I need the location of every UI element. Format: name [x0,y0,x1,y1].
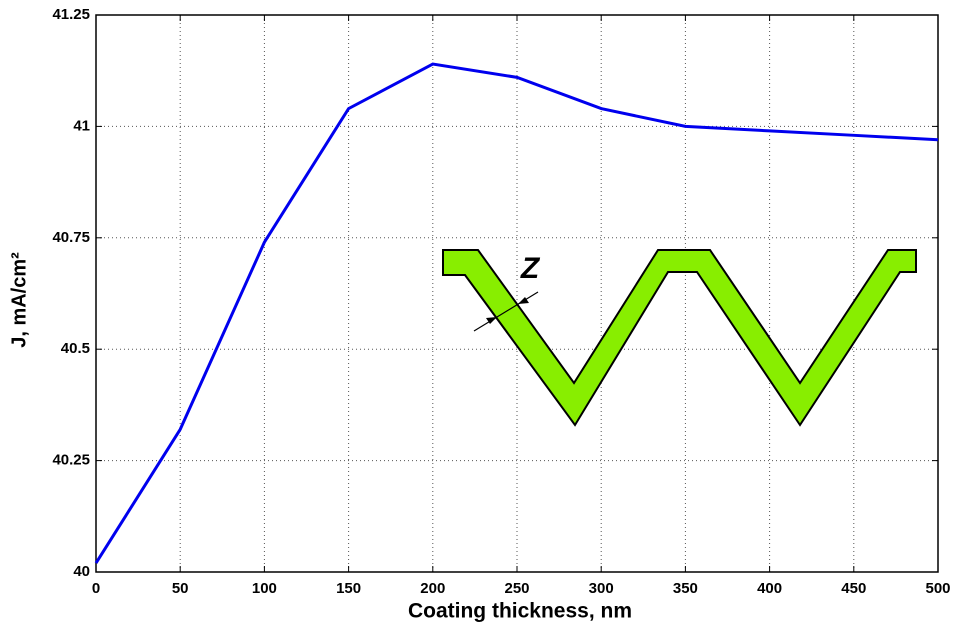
y-tick-label: 41 [73,117,90,134]
plot-frame [95,14,939,573]
y-tick-label: 40.75 [52,229,90,246]
x-tick-label: 450 [841,580,866,597]
x-tick-label: 150 [336,580,361,597]
annotation: Z [520,252,541,285]
coating-diagram [442,249,917,427]
y-axis-label: J, mA/cm² [8,252,30,348]
y-tick-label: 40.5 [61,340,90,357]
x-tick-label: 500 [925,580,950,597]
x-tick-label: 0 [92,580,100,597]
x-tick-label: 200 [420,580,445,597]
x-tick-label: 250 [504,580,529,597]
y-tick-label: 40.25 [52,452,90,469]
y-tick-label: 41.25 [52,6,90,23]
data-line [94,62,939,564]
x-tick-label: 300 [589,580,614,597]
x-tick-label: 100 [252,580,277,597]
x-tick-label: 350 [673,580,698,597]
x-axis-label: Coating thickness, nm [408,600,632,623]
x-tick-label: 400 [757,580,782,597]
y-tick-label: 40 [73,563,90,580]
x-tick-label: 50 [172,580,189,597]
